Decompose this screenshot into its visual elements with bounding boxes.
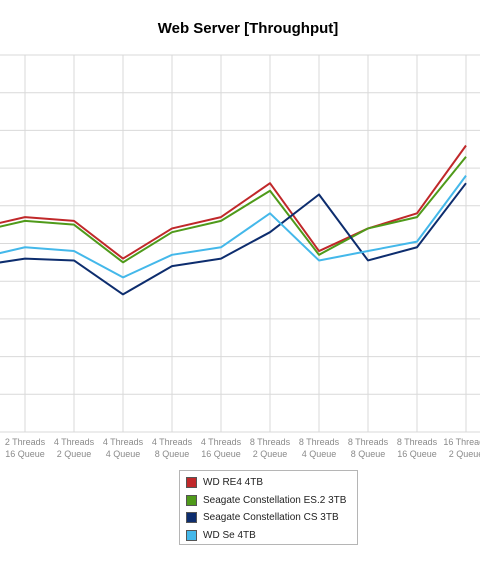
x-tick-label: 8 Threads 8 Queue [348,437,389,459]
legend-swatch [186,529,197,541]
legend-item: WD RE4 4TB [186,474,357,492]
legend-item: WD Se 4TB [186,527,357,545]
series-line [0,182,467,296]
series-line [0,144,467,260]
legend-swatch [186,494,197,506]
x-tick-label: 2 Threads 16 Queue [5,437,46,459]
series-line [0,156,467,264]
legend-label: Seagate Constellation ES.2 3TB [203,494,347,506]
legend: WD RE4 4TB Seagate Constellation ES.2 3TB… [179,470,358,545]
legend-swatch [186,512,197,524]
x-tick-label: 8 Threads 16 Queue [397,437,438,459]
x-tick-label: 4 Threads 4 Queue [103,437,144,459]
x-tick-label: 4 Threads 2 Queue [54,437,95,459]
legend-item: Seagate Constellation CS 3TB [186,509,357,527]
legend-label: WD RE4 4TB [203,477,264,489]
x-tick-label: 8 Threads 2 Queue [250,437,291,459]
legend-label: Seagate Constellation CS 3TB [203,512,339,524]
legend-swatch [186,477,197,489]
series-lines [0,144,467,296]
x-tick-label: 4 Threads 16 Queue [201,437,242,459]
legend-item: Seagate Constellation ES.2 3TB [186,492,357,510]
x-tick-label: 4 Threads 8 Queue [152,437,193,459]
legend-label: WD Se 4TB [203,529,256,541]
chart-title: Web Server [Throughput] [157,20,339,37]
series-line [0,175,467,279]
gridlines [0,54,480,433]
x-tick-label: 8 Threads 4 Queue [299,437,340,459]
